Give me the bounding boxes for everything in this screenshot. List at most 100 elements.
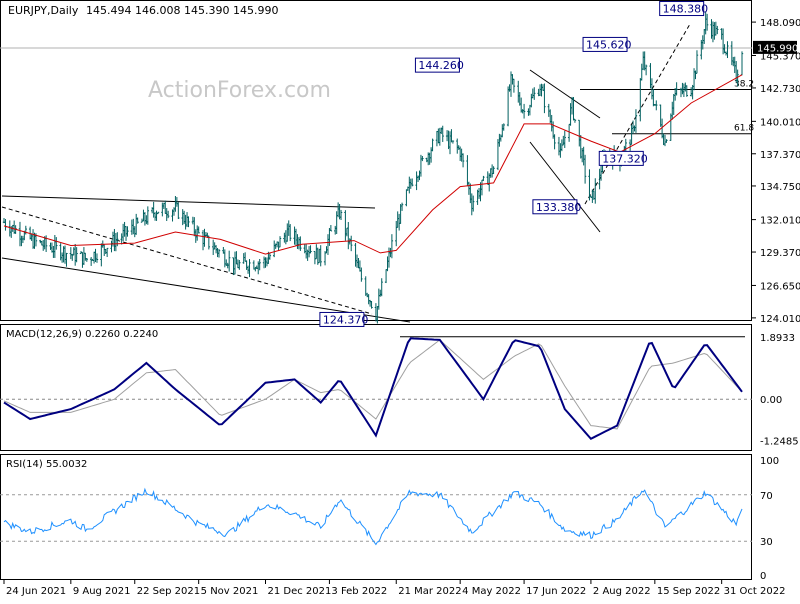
price-bar [633,125,636,132]
fib-levels: 38.2 61.8 [580,80,754,135]
price-bar [425,157,428,163]
price-bar [268,252,272,260]
price-bar [553,134,556,150]
price-bar [156,211,160,215]
price-bar [384,269,388,284]
price-bar [358,260,362,272]
price-bar [287,220,290,236]
price-bar [354,242,357,267]
price-bar [193,217,196,237]
macd-panel-frame [0,324,752,451]
price-bar [81,251,84,268]
price-bar [242,253,245,264]
price-bar [390,234,394,259]
price-tick-label: 124.010 [760,314,800,325]
macd-tick-label: 0.00 [760,395,782,406]
dashed-trend-line [1,206,373,315]
price-bar [145,215,148,225]
price-bar [685,85,688,97]
price-bar [211,239,215,256]
price-bar [428,152,431,165]
x-tick-label: 15 Sep 2022 [657,586,720,597]
price-bar [197,226,200,234]
price-bar [456,138,459,154]
price-bar [579,135,582,159]
price-bar [326,234,330,255]
price-bar [438,127,442,146]
price-bar [681,82,684,95]
price-bar [344,210,347,241]
price-bar [519,97,523,113]
price-bar [395,220,398,247]
price-bar [184,214,187,230]
price-bar [360,267,363,282]
price-bar [299,236,302,251]
moving-average-line [3,74,743,255]
price-bar [82,247,86,265]
price-bar [55,237,58,250]
price-bar [684,82,687,92]
price-bar [65,252,68,267]
price-bar [416,175,420,182]
price-bar [286,223,289,242]
price-bar [469,183,472,204]
price-bar [419,154,423,177]
price-bar [408,176,411,194]
current-price-label: 145.990 [757,43,798,54]
price-bar [628,139,632,151]
price-bar [415,171,418,191]
price-bar [20,235,23,247]
price-bar [31,229,35,249]
price-bar [297,237,301,250]
price-bar [387,247,391,268]
price-tick-label: 134.750 [760,182,800,193]
rsi-plot [0,487,752,546]
x-tick-label: 24 Jun 2021 [6,586,66,597]
price-bar [335,211,338,234]
price-bar [562,135,565,146]
price-tick-label: 148.090 [760,18,800,29]
price-bar [104,248,107,254]
rsi-axis: 100 70 30 0 [760,456,779,582]
price-bar [319,245,322,267]
price-bar [530,93,533,108]
price-bar [569,103,572,126]
price-bar [723,44,726,54]
price-bar [318,248,321,264]
price-bar [448,131,452,155]
price-bar [114,232,118,252]
price-bar [4,219,7,231]
price-bar [377,288,381,310]
price-bar [461,153,465,168]
falling-channel-top [529,69,601,119]
price-bar [203,228,206,247]
price-bar [194,229,197,243]
price-bar [236,259,240,269]
price-bar [187,216,190,228]
price-bar [650,78,654,100]
price-bar [166,210,170,219]
price-tick-label: 145.370 [760,52,800,63]
falling-channel-bottom [529,141,601,233]
price-callout: 145.620 [582,36,632,52]
price-bar [345,227,349,237]
x-tick-label: 31 Oct 2022 [724,586,786,597]
price-bar [659,104,662,127]
price-bar [153,212,157,221]
price-bar [307,246,311,258]
price-bar [227,250,231,272]
price-bar [136,217,139,224]
price-bar [95,253,99,263]
price-bar [243,252,247,262]
price-bar [429,147,433,163]
price-bar [490,164,494,178]
price-bar [164,200,167,214]
price-bar [640,63,643,81]
price-bar [496,139,500,171]
price-bar [185,212,189,228]
price-bar [563,130,566,148]
price-bar [294,228,298,246]
price-bar [121,223,125,242]
macd-signal-line [3,339,743,430]
price-bar [508,84,511,92]
